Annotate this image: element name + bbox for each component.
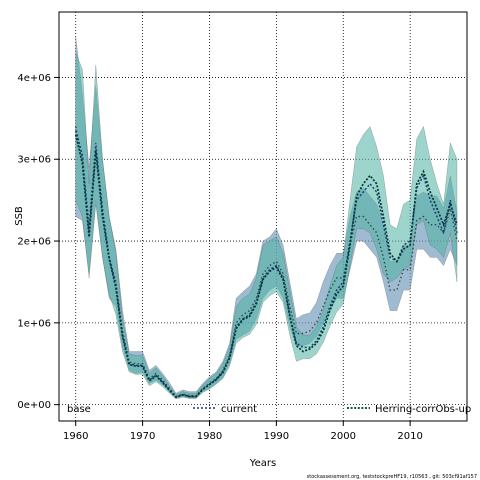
- plot-frame: [58, 11, 468, 422]
- legend-label-1: current: [221, 404, 257, 415]
- confidence-bands: [75, 36, 458, 400]
- series-line-0: [75, 126, 458, 398]
- series-line-1: [74, 130, 458, 399]
- y-tick-label: 4e+06: [17, 73, 51, 84]
- x-tick-label: 1960: [63, 431, 88, 442]
- y-tick-label: 3e+06: [17, 155, 51, 166]
- y-tick-label: 2e+06: [17, 237, 51, 248]
- confidence-band-1: [75, 52, 458, 400]
- y-tick-label: 0e+00: [17, 400, 51, 411]
- legend-label-2: Herring-corrObs-up: [375, 404, 471, 415]
- x-tick-label: 1980: [197, 431, 222, 442]
- series-line-2: [74, 134, 458, 399]
- y-axis: 0e+00 1e+06 2e+06 3e+06 4e+06: [17, 73, 59, 411]
- series-lines: [74, 126, 458, 399]
- legend: base current Herring-corrObs-up: [67, 404, 471, 415]
- x-tick-label: 1970: [130, 431, 155, 442]
- y-axis-title: SSB: [14, 206, 25, 226]
- x-tick-label: 2010: [397, 431, 422, 442]
- legend-label-0: base: [67, 404, 91, 415]
- x-axis-title: Years: [249, 458, 276, 469]
- x-axis: 1960 1970 1980 1990 2000 2010: [63, 421, 423, 442]
- y-tick-label: 1e+06: [17, 318, 51, 329]
- footer-note: stockassessment.org, teststockpreHF19, r…: [307, 474, 477, 480]
- x-tick-label: 2000: [331, 431, 356, 442]
- x-tick-label: 1990: [264, 431, 289, 442]
